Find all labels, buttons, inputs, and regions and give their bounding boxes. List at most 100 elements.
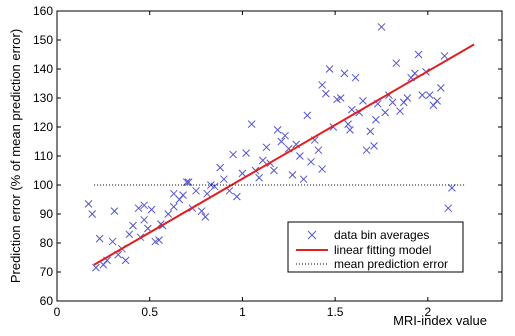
legend-item-data-bin-averages: data bin averages xyxy=(307,228,429,242)
data-point-x-marker xyxy=(418,91,427,99)
data-point-x-marker xyxy=(318,165,326,173)
data-point-x-marker xyxy=(366,127,375,136)
x-tick-label: 1.5 xyxy=(327,305,344,319)
data-point-x-marker xyxy=(164,210,173,218)
y-tick-label: 80 xyxy=(40,236,54,250)
data-point-x-marker xyxy=(84,199,93,208)
data-point-x-marker xyxy=(325,65,334,73)
linear-fit-line xyxy=(93,43,475,266)
data-point-x-marker xyxy=(344,120,352,128)
x-tick-label: 2 xyxy=(424,305,431,319)
y-tick-label: 140 xyxy=(33,62,53,76)
data-point-x-marker xyxy=(296,152,304,160)
data-point-x-marker xyxy=(433,97,441,105)
data-point-x-marker xyxy=(381,108,390,117)
data-point-x-marker xyxy=(340,69,349,78)
data-point-x-marker xyxy=(392,59,401,68)
data-point-x-marker xyxy=(155,236,163,244)
data-series xyxy=(84,23,475,272)
data-point-x-marker xyxy=(425,91,434,99)
data-point-x-marker xyxy=(169,189,178,198)
data-point-x-marker xyxy=(346,126,354,134)
y-tick-label: 70 xyxy=(40,265,54,279)
data-point-x-marker xyxy=(362,146,371,155)
data-point-x-marker xyxy=(247,120,256,128)
data-point-x-marker xyxy=(229,150,237,159)
data-point-x-marker xyxy=(92,263,100,272)
y-tick-label: 120 xyxy=(33,120,53,134)
data-point-x-marker xyxy=(192,186,200,195)
data-point-x-marker xyxy=(121,256,130,265)
data-point-x-marker xyxy=(184,178,193,186)
data-point-x-marker xyxy=(336,94,345,102)
data-point-x-marker xyxy=(110,207,119,215)
y-tick-label: 150 xyxy=(33,33,53,47)
data-point-x-marker xyxy=(299,175,308,184)
data-point-x-marker xyxy=(307,157,315,166)
data-point-x-marker xyxy=(377,23,386,31)
data-point-x-marker xyxy=(95,234,104,243)
data-point-x-marker xyxy=(242,149,250,157)
data-point-x-marker xyxy=(201,213,210,221)
data-point-x-marker xyxy=(147,205,156,214)
plot-frame xyxy=(56,10,503,302)
data-point-x-marker xyxy=(140,215,148,224)
data-point-x-marker xyxy=(277,137,286,146)
data-point-x-marker xyxy=(129,221,137,230)
data-point-x-marker xyxy=(359,97,367,105)
data-point-x-marker xyxy=(372,115,380,124)
data-point-x-marker xyxy=(351,73,360,82)
x-tick-label: 0 xyxy=(54,305,61,319)
data-point-x-marker xyxy=(288,170,297,179)
axis-ticks: 0 0.5 1 1.5 2 60 70 80 90 100 110 120 130 140 150 160 xyxy=(33,4,502,319)
data-point-x-marker xyxy=(169,202,178,211)
data-point-x-marker xyxy=(440,52,449,60)
data-point-x-marker xyxy=(436,83,445,92)
y-tick-label: 100 xyxy=(33,178,53,192)
legend: data bin averages linear fitting model m… xyxy=(287,221,464,273)
data-point-x-marker xyxy=(182,178,191,186)
data-point-x-marker xyxy=(322,89,330,98)
data-point-x-marker xyxy=(411,69,419,78)
data-point-x-marker xyxy=(347,105,356,114)
y-tick-label: 130 xyxy=(33,91,53,105)
data-point-x-marker xyxy=(262,143,271,152)
data-point-x-marker xyxy=(255,173,263,182)
data-point-x-marker xyxy=(108,237,117,246)
y-tick-label: 60 xyxy=(40,294,54,308)
data-point-x-marker xyxy=(258,156,267,165)
data-point-x-marker xyxy=(314,146,323,155)
data-point-x-marker xyxy=(281,131,289,140)
data-point-x-marker xyxy=(134,204,143,213)
data-point-x-marker xyxy=(444,204,453,213)
y-tick-label: 160 xyxy=(33,4,53,18)
data-point-x-marker xyxy=(303,111,312,120)
y-tick-label: 110 xyxy=(34,149,53,163)
data-point-x-marker xyxy=(144,224,152,233)
x-tick-label: 1 xyxy=(239,305,246,319)
data-point-x-marker xyxy=(388,98,397,107)
data-point-x-marker xyxy=(270,166,278,175)
data-point-x-marker xyxy=(403,94,412,102)
legend-label-linear-fitting-model: linear fitting model xyxy=(334,243,431,257)
data-point-x-marker xyxy=(220,175,228,184)
data-point-x-marker xyxy=(140,201,148,210)
data-point-x-marker xyxy=(203,189,212,198)
data-point-x-marker xyxy=(238,169,247,178)
legend-item-linear-fitting-model: linear fitting model xyxy=(296,243,431,257)
y-axis-label: Prediction error (% of mean prediction e… xyxy=(8,29,23,283)
data-point-x-marker xyxy=(216,163,225,172)
legend-label-data-bin-averages: data bin averages xyxy=(334,228,429,242)
data-point-x-marker xyxy=(88,210,97,218)
legend-item-mean-prediction-error: mean prediction error xyxy=(296,257,448,271)
data-point-x-marker xyxy=(197,207,206,215)
data-point-x-marker xyxy=(396,107,404,115)
legend-swatch-x-marker xyxy=(307,230,317,240)
data-point-x-marker xyxy=(318,81,326,89)
y-tick-label: 90 xyxy=(40,207,54,221)
data-point-x-marker xyxy=(179,191,187,200)
x-axis-label: MRI-index value xyxy=(393,313,487,328)
data-point-x-marker xyxy=(414,50,423,59)
